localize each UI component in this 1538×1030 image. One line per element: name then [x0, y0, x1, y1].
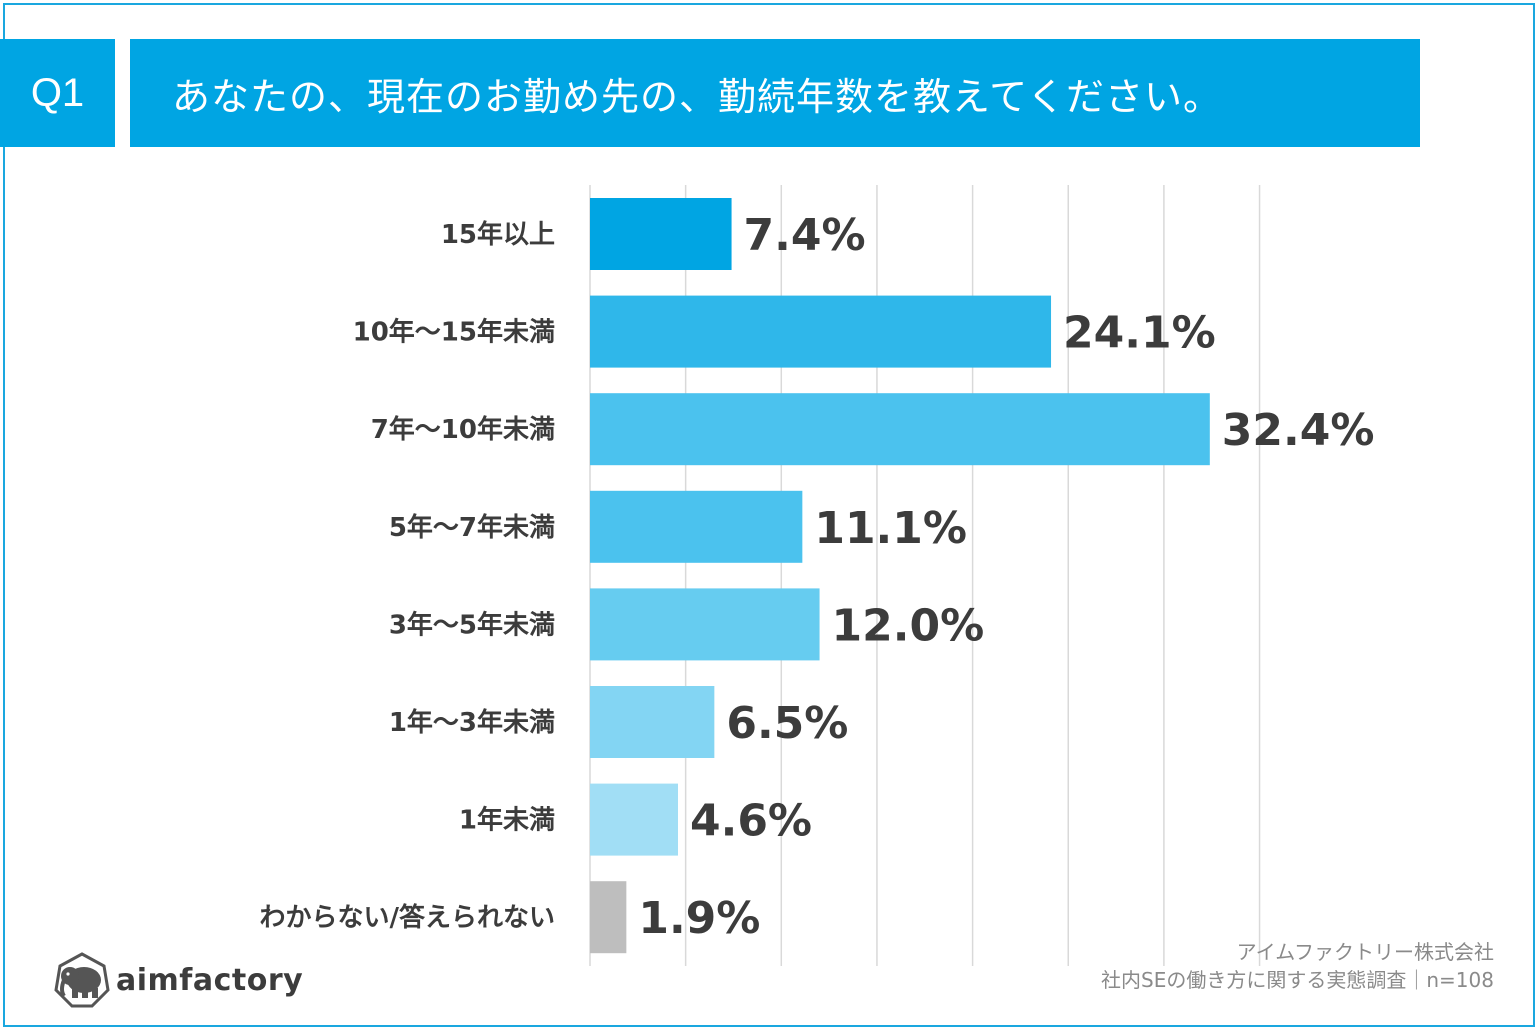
category-label: 5年〜7年未満	[389, 512, 555, 543]
bar	[590, 393, 1210, 466]
category-label: 3年〜5年未満	[389, 609, 555, 640]
value-label: 4.6%	[690, 796, 812, 847]
value-label: 12.0%	[832, 600, 985, 651]
value-label: 7.4%	[744, 210, 866, 261]
logo-wordmark: aimfactory	[116, 962, 304, 998]
value-label: 11.1%	[814, 503, 967, 554]
bar	[590, 295, 1052, 368]
bar	[590, 588, 820, 661]
category-label: 1年〜3年未満	[389, 707, 555, 738]
value-label: 6.5%	[726, 698, 848, 749]
value-label: 32.4%	[1222, 405, 1375, 456]
bar	[590, 783, 678, 856]
question-title: あなたの、現在のお勤め先の、勤続年数を教えてください。	[130, 39, 1420, 147]
value-label: 24.1%	[1063, 308, 1216, 359]
category-label: 1年未満	[459, 805, 555, 836]
value-label: 1.9%	[638, 893, 760, 944]
source-survey: 社内SEの働き方に関する実態調査｜n=108	[1101, 968, 1494, 992]
category-label: 7年〜10年未満	[371, 414, 555, 445]
bar	[590, 881, 627, 954]
source-company: アイムファクトリー株式会社	[1236, 940, 1494, 964]
category-label: 10年〜15年未満	[353, 317, 555, 348]
category-label: わからない/答えられない	[260, 902, 556, 933]
category-label: 15年以上	[441, 219, 555, 250]
bar	[590, 686, 715, 758]
bar	[590, 198, 732, 270]
elephant-logo-icon	[54, 952, 110, 1008]
question-badge: Q1	[0, 39, 115, 147]
source-note: アイムファクトリー株式会社 社内SEの働き方に関する実態調査｜n=108	[1101, 938, 1494, 994]
bar	[590, 490, 803, 563]
company-logo: aimfactory	[54, 950, 303, 1010]
